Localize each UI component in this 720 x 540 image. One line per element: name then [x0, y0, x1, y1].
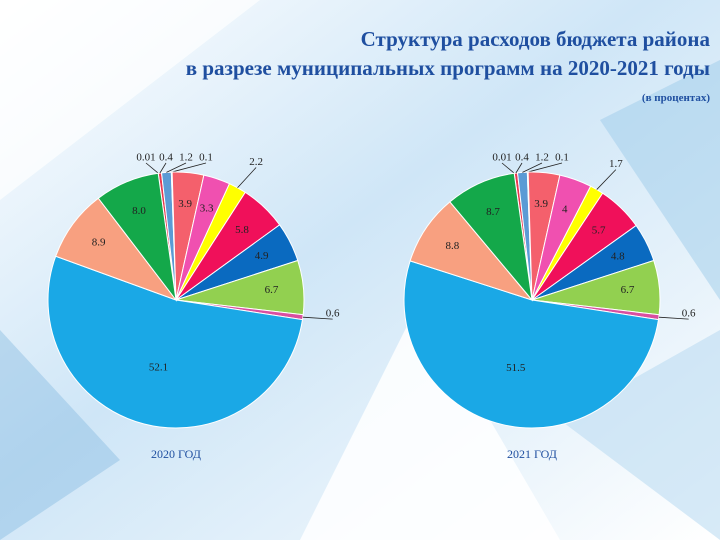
data-label: 1.2	[535, 152, 549, 164]
data-label: 5.8	[235, 224, 249, 236]
data-label: 51.5	[506, 362, 526, 374]
data-label: 6.7	[621, 284, 635, 296]
data-label: 6.7	[265, 284, 279, 296]
data-label: 0.1	[555, 152, 569, 164]
data-label: 8.0	[132, 205, 146, 217]
data-label: 8.8	[445, 240, 459, 252]
data-label: 1.2	[179, 152, 193, 164]
data-label: 8.9	[92, 237, 106, 249]
data-label: 1.7	[609, 158, 623, 170]
charts: 0.01 0.4 1.2 0.1 3.9 3.3 2.2 5.8 4.9 6.7 0.6 52.1 8.…	[47, 152, 696, 461]
data-label: 0.01	[136, 152, 155, 164]
data-label: 8.7	[486, 206, 500, 218]
decor	[600, 60, 720, 300]
decor	[560, 330, 720, 540]
leader-line	[237, 167, 257, 189]
data-label: 3.3	[200, 203, 214, 215]
leader-line	[501, 162, 515, 174]
decor	[0, 330, 120, 540]
chart-title: 2021 ГОД	[507, 447, 557, 461]
leader-line	[596, 169, 617, 190]
decor	[0, 0, 260, 200]
data-label: 0.1	[199, 152, 213, 164]
decor	[300, 300, 560, 540]
subtitle: (в процентах)	[642, 92, 710, 104]
data-label: 4.9	[255, 250, 269, 262]
title-line: в разрезе муниципальных программ на 2020…	[186, 56, 710, 80]
leader-line	[145, 162, 159, 174]
data-label: 0.6	[326, 308, 340, 320]
data-label: 3.9	[178, 198, 192, 210]
data-label: 4	[562, 203, 568, 215]
data-label: 3.9	[534, 198, 548, 210]
leader-line	[159, 162, 167, 174]
pie-slice	[97, 172, 177, 302]
leader-line	[515, 162, 523, 174]
leader-line	[166, 162, 187, 173]
data-label: 0.01	[492, 152, 511, 164]
data-label: 52.1	[149, 362, 168, 374]
leader-line	[658, 316, 689, 320]
leader-line	[302, 316, 333, 320]
data-label: 4.8	[611, 250, 625, 262]
pie-slice	[403, 260, 660, 429]
leader-line	[171, 162, 207, 173]
leader-line	[522, 162, 543, 173]
pie-slice	[449, 172, 533, 302]
data-label: 0.4	[159, 152, 173, 164]
pie-slice	[47, 255, 304, 429]
data-label: 2.2	[249, 156, 263, 168]
leader-line	[527, 162, 563, 173]
data-label: 0.6	[682, 308, 696, 320]
chart-title: 2020 ГОД	[151, 447, 201, 461]
title-line: Структура расходов бюджета района	[361, 27, 711, 51]
data-label: 0.4	[515, 152, 529, 164]
data-label: 5.7	[592, 224, 606, 236]
